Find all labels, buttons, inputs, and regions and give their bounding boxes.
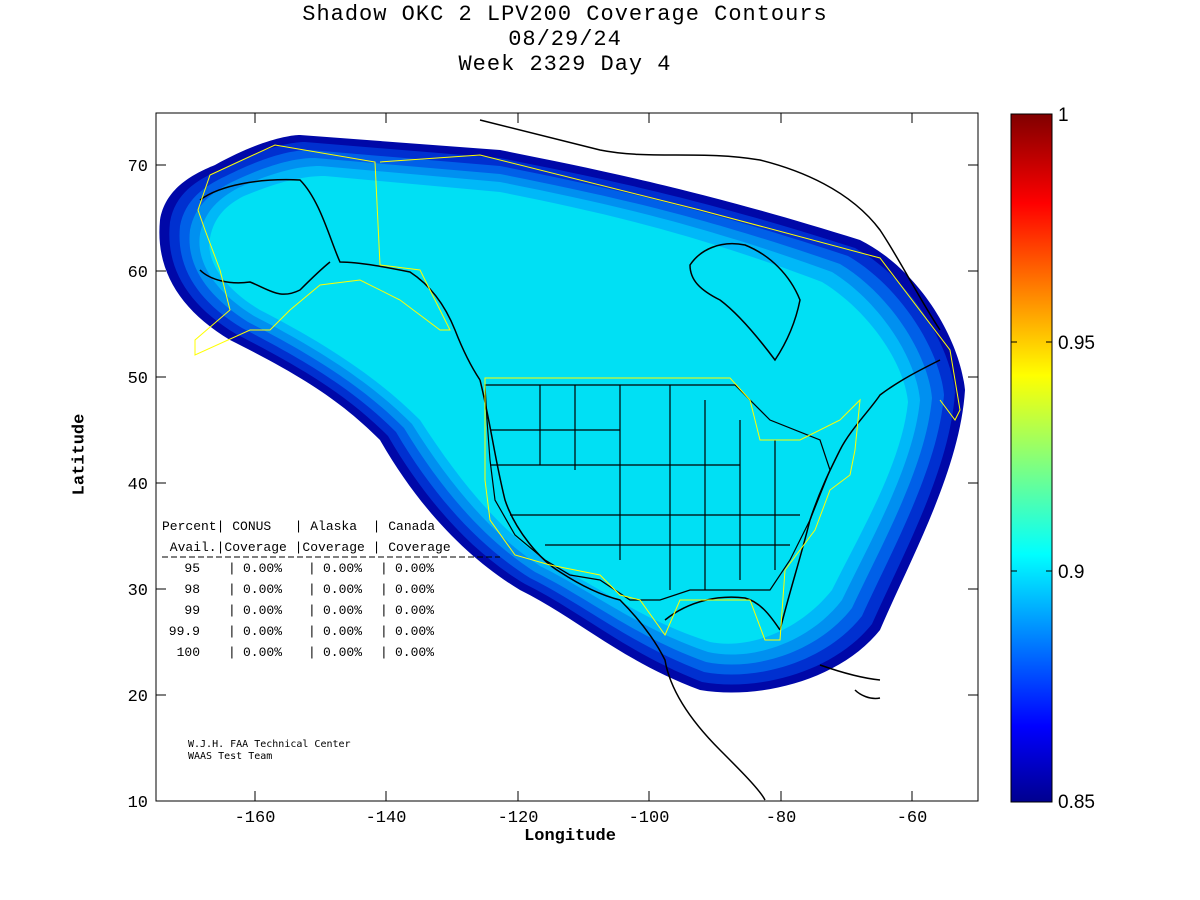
- table-separator: |: [228, 582, 236, 597]
- colorbar-ticks: [1011, 341, 1052, 572]
- colorbar-label: 0.9: [1058, 562, 1084, 583]
- table-separator: |: [228, 561, 236, 576]
- table-separator: |: [380, 645, 388, 660]
- credit-line-2: WAAS Test Team: [188, 751, 272, 762]
- plot-frame: [155, 112, 979, 802]
- x-axis-label: Longitude: [524, 827, 616, 846]
- table-cell-conus: 0.00%: [243, 645, 282, 660]
- table-cell-alaska: 0.00%: [323, 582, 362, 597]
- table-separator: |: [228, 603, 236, 618]
- table-separator: |: [308, 582, 316, 597]
- chart-week-day: Week 2329 Day 4: [458, 52, 672, 77]
- y-tick-label: 10: [128, 794, 148, 813]
- table-separator: |: [380, 624, 388, 639]
- table-cell-conus: 0.00%: [243, 603, 282, 618]
- table-cell-alaska: 0.00%: [323, 603, 362, 618]
- x-tick-marks: [254, 113, 913, 801]
- coastlines: [199, 119, 941, 801]
- x-tick-label: -160: [235, 809, 276, 828]
- coverage-table: Percent| CONUS | Alaska | Canada Avail.|…: [162, 519, 500, 558]
- y-tick-label: 70: [128, 158, 148, 177]
- x-tick-label: -120: [498, 809, 539, 828]
- table-header-1: Percent| CONUS | Alaska | Canada: [162, 519, 435, 534]
- y-tick-label: 50: [128, 370, 148, 389]
- service-volume-outlines: [194, 144, 961, 641]
- y-tick-marks: [156, 164, 978, 802]
- table-separator: |: [380, 603, 388, 618]
- table-cell-canada: 0.00%: [395, 561, 434, 576]
- table-cell-alaska: 0.00%: [323, 561, 362, 576]
- table-cell-pct: 100: [177, 645, 200, 660]
- colorbar-label: 1: [1058, 105, 1069, 126]
- table-separator: |: [308, 624, 316, 639]
- table-cell-conus: 0.00%: [243, 582, 282, 597]
- chart-title: Shadow OKC 2 LPV200 Coverage Contours: [302, 2, 828, 27]
- table-cell-canada: 0.00%: [395, 582, 434, 597]
- y-axis-label: Latitude: [70, 413, 90, 496]
- table-cell-alaska: 0.00%: [323, 645, 362, 660]
- table-cell-canada: 0.00%: [395, 645, 434, 660]
- colorbar: [1011, 114, 1052, 802]
- table-separator: |: [380, 582, 388, 597]
- table-header-2: Avail.|Coverage |Coverage | Coverage: [162, 540, 451, 555]
- colorbar-label: 0.95: [1058, 333, 1095, 354]
- colorbar-label: 0.85: [1058, 792, 1095, 813]
- table-cell-canada: 0.00%: [395, 624, 434, 639]
- colorbar-frame: [1010, 113, 1053, 803]
- table-cell-canada: 0.00%: [395, 603, 434, 618]
- table-separator: |: [308, 603, 316, 618]
- y-tick-label: 40: [128, 476, 148, 495]
- table-separator: |: [308, 645, 316, 660]
- coverage-table-rows: 95 0.00% 0.00% 0.00% | | | 98 0.00% 0.00% 0.00% | | |…: [169, 561, 434, 660]
- table-cell-alaska: 0.00%: [323, 624, 362, 639]
- table-cell-conus: 0.00%: [243, 561, 282, 576]
- x-tick-label: -140: [366, 809, 407, 828]
- table-separator: |: [308, 561, 316, 576]
- coverage-area: [209, 176, 908, 644]
- x-tick-label: -100: [629, 809, 670, 828]
- credit-line-1: W.J.H. FAA Technical Center: [188, 739, 351, 750]
- table-separator: |: [380, 561, 388, 576]
- y-tick-label: 60: [128, 264, 148, 283]
- x-tick-label: -60: [897, 809, 928, 828]
- state-boundaries: [484, 384, 831, 601]
- y-tick-label: 30: [128, 582, 148, 601]
- table-cell-pct: 98: [184, 582, 200, 597]
- table-cell-pct: 95: [184, 561, 200, 576]
- x-tick-label: -80: [766, 809, 797, 828]
- table-cell-pct: 99.9: [169, 624, 200, 639]
- table-separator: |: [228, 624, 236, 639]
- y-tick-label: 20: [128, 688, 148, 707]
- chart-date: 08/29/24: [508, 27, 622, 52]
- table-cell-pct: 99: [184, 603, 200, 618]
- table-separator: |: [228, 645, 236, 660]
- table-cell-conus: 0.00%: [243, 624, 282, 639]
